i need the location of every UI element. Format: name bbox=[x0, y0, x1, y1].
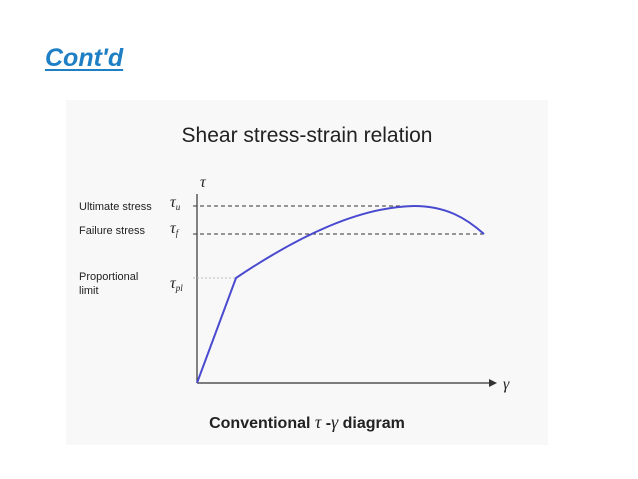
x-axis-label: γ bbox=[503, 376, 510, 393]
diagram-panel bbox=[66, 100, 548, 445]
diagram-caption: Conventional τ -γ diagram bbox=[209, 412, 405, 432]
tau-u-symbol: τu bbox=[170, 194, 181, 212]
proportional-limit-label: Proportional limit bbox=[79, 270, 138, 298]
tau-pl-symbol: τpl bbox=[170, 275, 183, 293]
diagram-title: Shear stress-strain relation bbox=[181, 124, 433, 147]
failure-stress-label: Failure stress bbox=[79, 225, 146, 237]
proportional-limit-line2: limit bbox=[79, 285, 99, 297]
slide-title: Cont'd bbox=[45, 44, 124, 72]
x-axis-arrow bbox=[489, 379, 497, 387]
stress-strain-curve bbox=[196, 204, 485, 384]
y-axis-label: τ bbox=[200, 174, 206, 191]
ultimate-stress-label: Ultimate stress bbox=[79, 201, 152, 213]
tau-f-symbol: τf bbox=[170, 220, 179, 238]
proportional-limit-line1: Proportional bbox=[79, 271, 139, 283]
